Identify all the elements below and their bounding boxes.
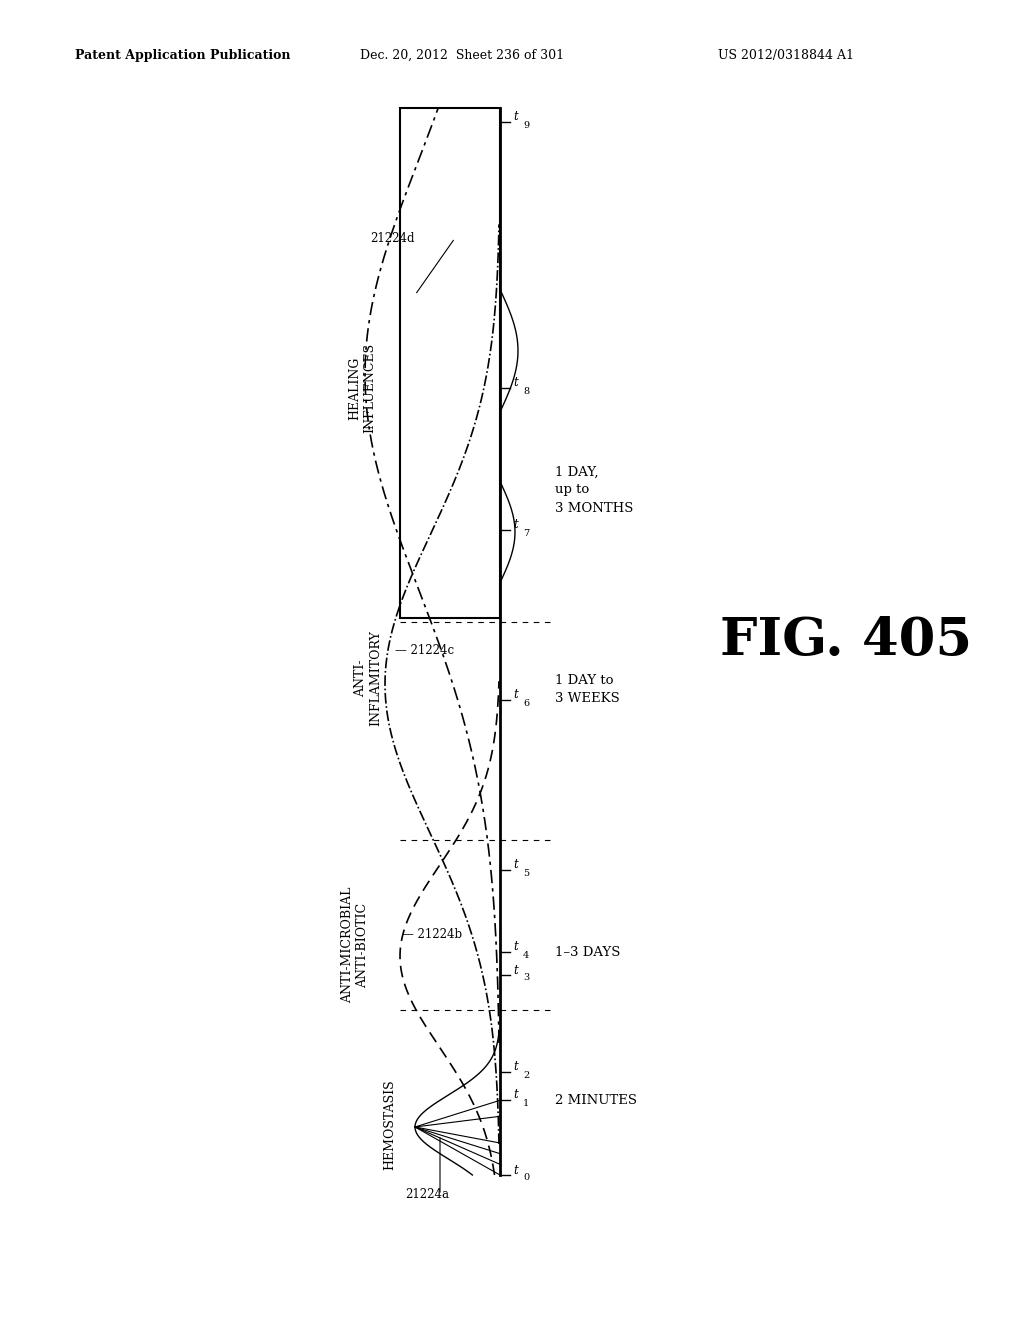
Text: 1: 1	[523, 1098, 529, 1107]
Text: ANTI-
INFLAMITORY: ANTI- INFLAMITORY	[354, 630, 382, 726]
Text: 8: 8	[523, 387, 529, 396]
Text: 1 DAY to
3 WEEKS: 1 DAY to 3 WEEKS	[555, 675, 620, 705]
Text: 1–3 DAYS: 1–3 DAYS	[555, 945, 621, 958]
Text: t: t	[513, 519, 518, 532]
Text: FIG. 405: FIG. 405	[720, 615, 972, 665]
Text: HEALING
INFLUENCES: HEALING INFLUENCES	[348, 343, 376, 433]
Text: t: t	[513, 940, 518, 953]
Text: t: t	[513, 1060, 518, 1073]
Text: 5: 5	[523, 869, 529, 878]
Text: t: t	[513, 111, 518, 124]
Text: t: t	[513, 964, 518, 977]
Text: Patent Application Publication: Patent Application Publication	[75, 49, 291, 62]
Text: t: t	[513, 1089, 518, 1101]
Text: 0: 0	[523, 1173, 529, 1183]
Text: 4: 4	[523, 950, 529, 960]
Text: HEMOSTASIS: HEMOSTASIS	[384, 1080, 396, 1171]
Text: — 21224b: — 21224b	[402, 928, 462, 941]
Text: 2 MINUTES: 2 MINUTES	[555, 1093, 637, 1106]
Text: 21224d: 21224d	[370, 231, 415, 244]
Text: Dec. 20, 2012  Sheet 236 of 301: Dec. 20, 2012 Sheet 236 of 301	[360, 49, 564, 62]
Bar	[400, 108, 500, 618]
Text: 6: 6	[523, 698, 529, 708]
Text: 21224a: 21224a	[406, 1188, 449, 1201]
Text: ANTI-MICROBIAL
ANTI-BIOTIC: ANTI-MICROBIAL ANTI-BIOTIC	[341, 887, 369, 1003]
Text: — 21224c: — 21224c	[395, 644, 454, 656]
Text: t: t	[513, 376, 518, 389]
Text: 3: 3	[523, 974, 529, 982]
Text: US 2012/0318844 A1: US 2012/0318844 A1	[718, 49, 854, 62]
Text: 7: 7	[523, 528, 529, 537]
Text: t: t	[513, 1163, 518, 1176]
Text: 9: 9	[523, 120, 529, 129]
Text: t: t	[513, 858, 518, 871]
Text: t: t	[513, 689, 518, 701]
Text: 1 DAY,
up to
3 MONTHS: 1 DAY, up to 3 MONTHS	[555, 466, 634, 515]
Text: 2: 2	[523, 1071, 529, 1080]
